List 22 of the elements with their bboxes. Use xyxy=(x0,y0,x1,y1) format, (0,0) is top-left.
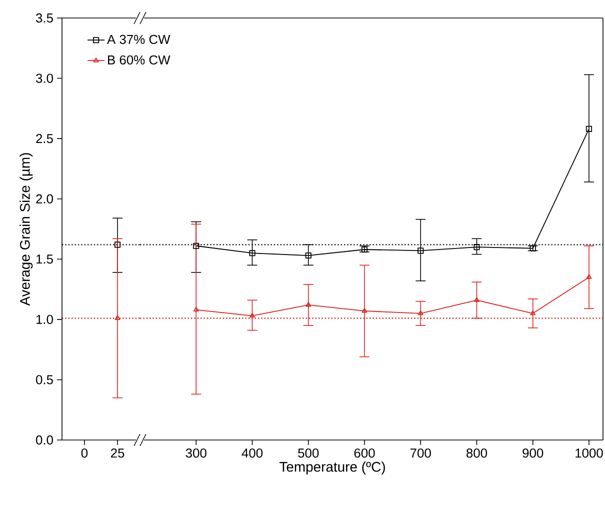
x-axis-title: Temperature (ºC) xyxy=(280,462,385,475)
x-tick-label: 400 xyxy=(242,448,263,458)
y-tick-label: 0.0 xyxy=(36,435,53,445)
x-tick-label: 900 xyxy=(522,448,544,458)
y-tick-label: 1.5 xyxy=(36,254,53,264)
x-tick-label: 500 xyxy=(298,448,319,458)
x-tick-label: 600 xyxy=(354,448,375,458)
y-tick-label: 0.5 xyxy=(36,375,53,384)
y-tick-label: 2.5 xyxy=(36,134,53,144)
legend-label: B 60% CW xyxy=(108,55,170,65)
legend-label: A 37% CW xyxy=(107,34,170,44)
y-tick-label: 1.0 xyxy=(36,314,53,324)
y-tick-label: 3.5 xyxy=(36,13,53,23)
y-tick-label: 3.0 xyxy=(36,74,53,83)
x-tick-label: 700 xyxy=(410,448,431,458)
x-tick-label: 25 xyxy=(110,448,124,458)
x-tick-label: 300 xyxy=(186,448,206,458)
y-tick-label: 2.0 xyxy=(36,194,53,204)
x-tick-label: 1000 xyxy=(576,448,603,458)
x-tick-label: 0 xyxy=(81,448,88,458)
y-axis-title: Average Grain Size (µm) xyxy=(20,153,33,306)
x-tick-label: 800 xyxy=(466,448,488,458)
